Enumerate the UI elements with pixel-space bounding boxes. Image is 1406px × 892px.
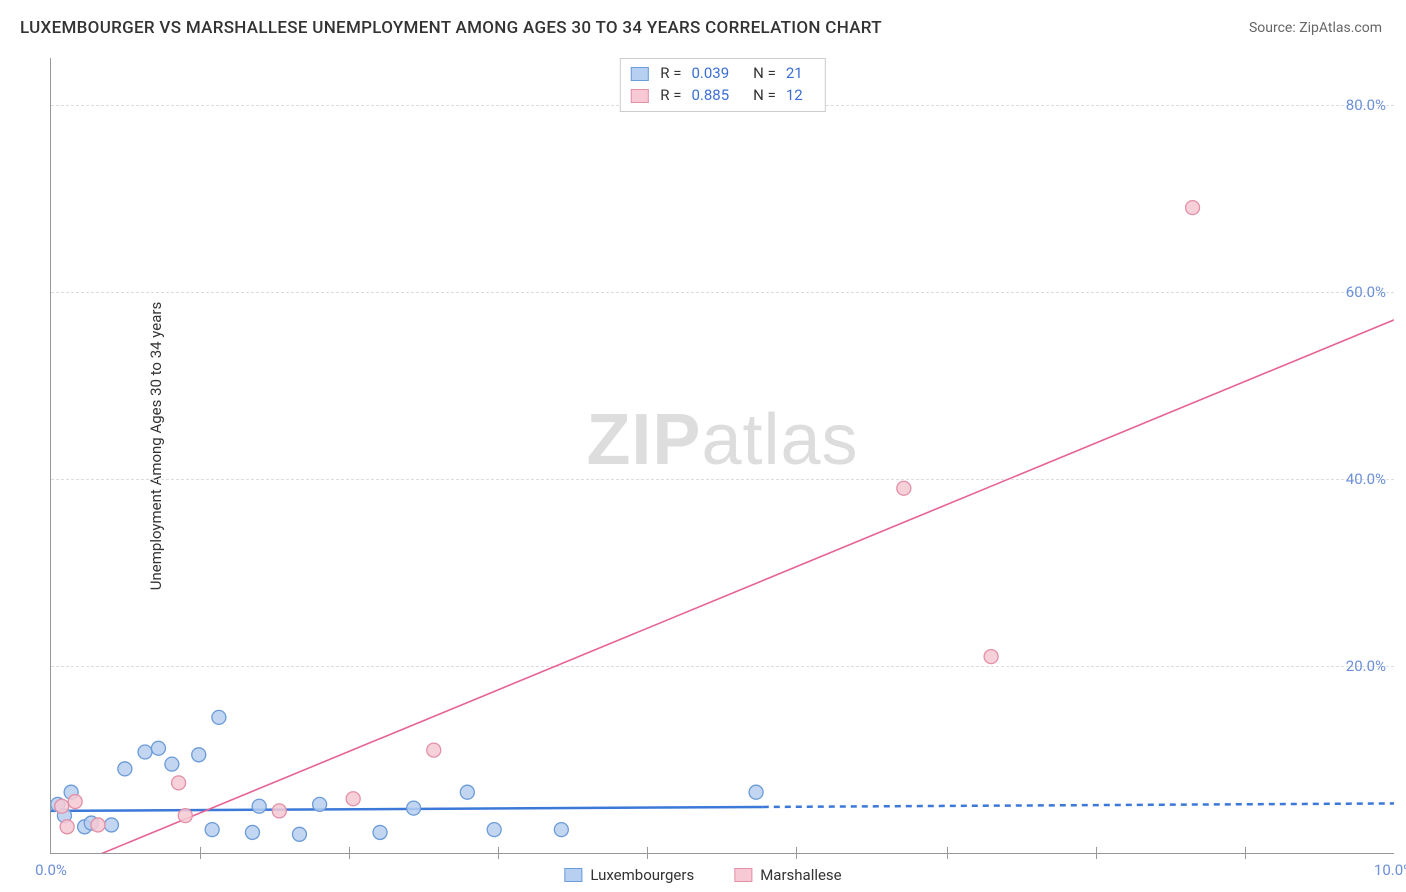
legend-row-marshallese: R =0.885 N =12 <box>630 85 814 107</box>
data-point <box>407 801 421 815</box>
data-point <box>172 776 186 790</box>
swatch-blue <box>564 868 582 882</box>
data-point <box>104 818 118 832</box>
data-point <box>91 818 105 832</box>
legend-row-luxembourgers: R =0.039 N =21 <box>630 63 814 85</box>
swatch-blue <box>630 67 648 81</box>
data-point <box>272 804 286 818</box>
source-attribution: Source: ZipAtlas.com <box>1249 20 1382 36</box>
data-point <box>984 650 998 664</box>
data-point <box>373 825 387 839</box>
data-point <box>245 825 259 839</box>
legend-series: Luxembourgers Marshallese <box>564 866 841 884</box>
data-point <box>212 710 226 724</box>
data-point <box>68 795 82 809</box>
data-point <box>165 757 179 771</box>
data-point <box>487 823 501 837</box>
swatch-pink <box>630 89 648 103</box>
chart-title: LUXEMBOURGER VS MARSHALLESE UNEMPLOYMENT… <box>20 18 882 38</box>
data-point <box>252 799 266 813</box>
data-point <box>313 797 327 811</box>
legend-label: Marshallese <box>760 866 841 884</box>
trend-line <box>58 320 1394 853</box>
data-point <box>60 820 74 834</box>
data-point <box>118 762 132 776</box>
data-point <box>138 745 152 759</box>
x-tick-label: 0.0% <box>35 861 67 879</box>
data-point <box>192 748 206 762</box>
trend-line-extrapolated <box>763 803 1394 807</box>
data-point <box>1186 201 1200 215</box>
data-point <box>554 823 568 837</box>
x-tick-label: 10.0% <box>1374 861 1406 879</box>
data-point <box>346 792 360 806</box>
legend-correlation-stats: R =0.039 N =21 R =0.885 N =12 <box>619 58 825 112</box>
data-point <box>897 481 911 495</box>
data-point <box>749 785 763 799</box>
data-point <box>460 785 474 799</box>
data-point <box>205 823 219 837</box>
legend-label: Luxembourgers <box>590 866 694 884</box>
data-point <box>292 827 306 841</box>
data-point <box>55 799 69 813</box>
swatch-pink <box>734 868 752 882</box>
legend-item-marshallese: Marshallese <box>734 866 841 884</box>
data-point <box>151 741 165 755</box>
plot-area: ZIPatlas R =0.039 N =21 R =0.885 N =12 2… <box>50 58 1394 854</box>
legend-item-luxembourgers: Luxembourgers <box>564 866 694 884</box>
data-point <box>427 743 441 757</box>
data-point <box>178 809 192 823</box>
plot-svg <box>51 58 1394 853</box>
